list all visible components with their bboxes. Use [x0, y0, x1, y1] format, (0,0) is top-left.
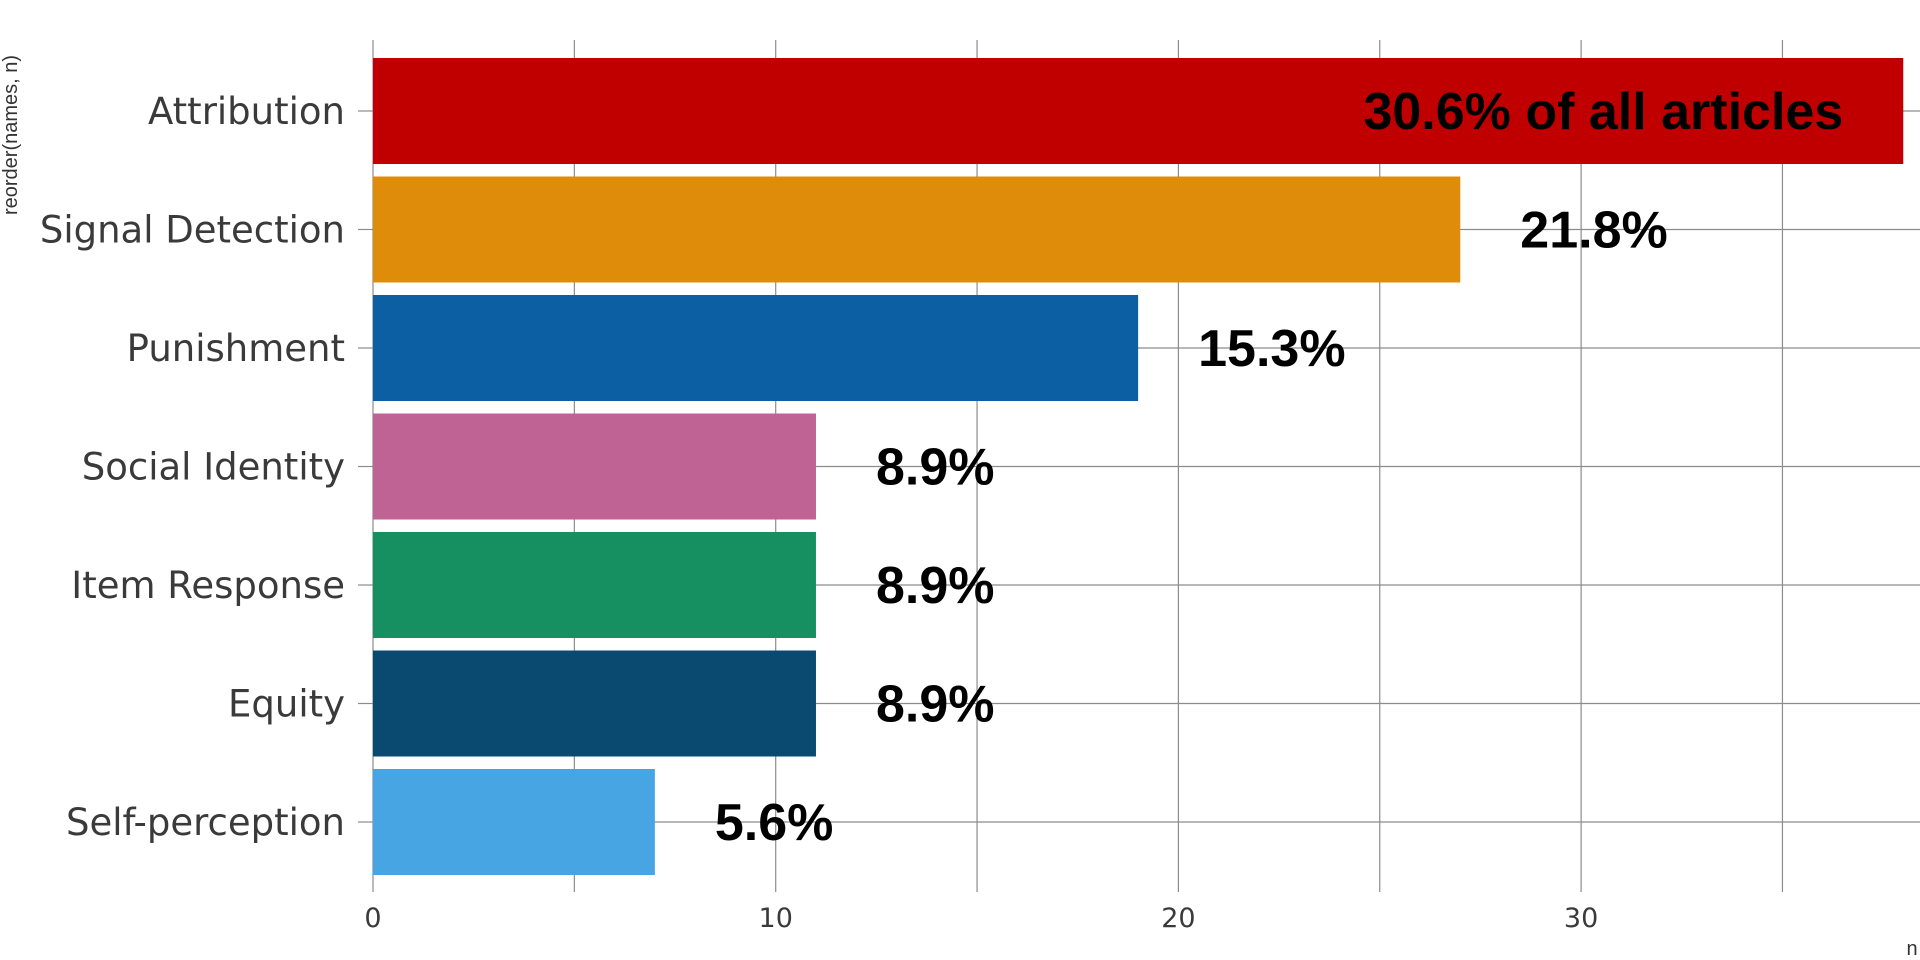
x-tick-label: 10 — [759, 903, 793, 934]
bar-signal-detection — [373, 176, 1461, 283]
bar-social-identity — [373, 413, 816, 520]
category-label: Signal Detection — [40, 209, 345, 252]
category-label: Attribution — [148, 90, 345, 133]
bar-self-perception — [373, 769, 655, 875]
x-tick-label: 20 — [1161, 903, 1195, 934]
x-axis-ticks: 0 10 20 30 — [364, 903, 1598, 934]
x-axis-title: n — [1906, 938, 1917, 960]
x-tick-label: 0 — [364, 903, 381, 934]
bar-attribution — [373, 58, 1904, 164]
data-label: 8.9% — [876, 557, 995, 615]
bar-punishment — [373, 295, 1139, 401]
data-label: 21.8% — [1520, 202, 1667, 260]
category-label: Social Identity — [82, 446, 345, 489]
category-label: Equity — [228, 683, 345, 726]
y-axis-title: reorder(names, n) — [0, 55, 22, 215]
data-labels: 30.6% of all articles 21.8% 15.3% 8.9% 8.9% 8… — [715, 83, 1843, 852]
data-label: 30.6% of all articles — [1363, 83, 1843, 141]
bars — [373, 58, 1904, 875]
category-label: Item Response — [71, 564, 345, 607]
data-label: 8.9% — [876, 439, 995, 497]
x-tick-label: 30 — [1564, 903, 1598, 934]
data-label: 5.6% — [715, 794, 834, 852]
bar-equity — [373, 650, 816, 757]
data-label: 8.9% — [876, 676, 995, 734]
category-label: Self-perception — [66, 801, 345, 844]
category-label: Punishment — [127, 327, 345, 370]
data-label: 15.3% — [1198, 320, 1345, 378]
bar-item-response — [373, 532, 816, 638]
category-labels: Attribution Signal Detection Punishment Soc… — [40, 90, 345, 844]
